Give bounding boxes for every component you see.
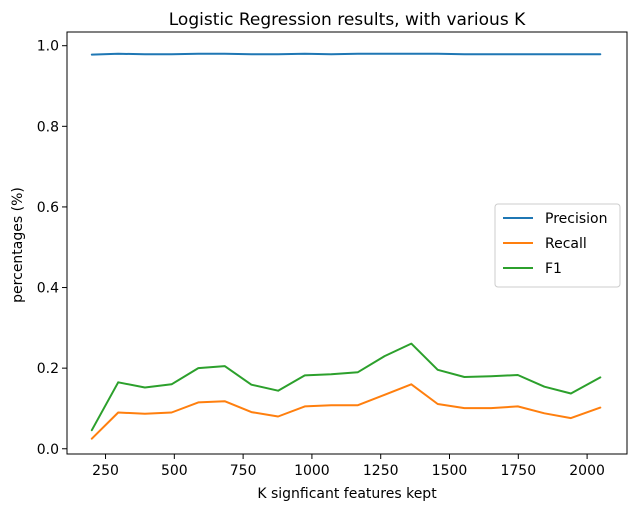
y-axis-label: percentages (%) [10, 187, 26, 303]
x-tick-label: 1250 [363, 463, 399, 479]
y-tick-label: 0.4 [37, 281, 59, 297]
chart-title: Logistic Regression results, with variou… [169, 10, 526, 30]
legend: Precision Recall F1 [494, 203, 621, 288]
plot-frame [66, 31, 628, 455]
legend-label-precision: Precision [545, 211, 607, 227]
legend-label-recall: Recall [545, 236, 587, 252]
series-line-precision [90, 52, 602, 56]
y-tick-label: 0.6 [37, 200, 59, 216]
legend-label-f1: F1 [545, 261, 562, 277]
series-line-f1 [90, 342, 602, 432]
series-line-recall [90, 383, 602, 440]
x-tick-label: 750 [230, 463, 257, 479]
x-tick-label: 250 [92, 463, 119, 479]
x-tick-label: 500 [161, 463, 188, 479]
x-tick-label: 1500 [432, 463, 468, 479]
y-tick-label: 0.2 [37, 361, 59, 377]
y-tick-label: 0.0 [37, 442, 59, 458]
x-axis: 250 500 750 1000 1250 1500 1750 2000 [92, 454, 605, 479]
y-axis: 0.0 0.2 0.4 0.6 0.8 1.0 [37, 39, 67, 458]
plot-area [90, 52, 602, 440]
x-axis-label: K signficant features kept [257, 486, 437, 502]
y-tick-label: 1.0 [37, 39, 59, 55]
x-tick-label: 1000 [294, 463, 330, 479]
x-tick-label: 1750 [500, 463, 536, 479]
legend-box [494, 203, 621, 288]
y-tick-label: 0.8 [37, 119, 59, 135]
x-tick-label: 2000 [569, 463, 605, 479]
